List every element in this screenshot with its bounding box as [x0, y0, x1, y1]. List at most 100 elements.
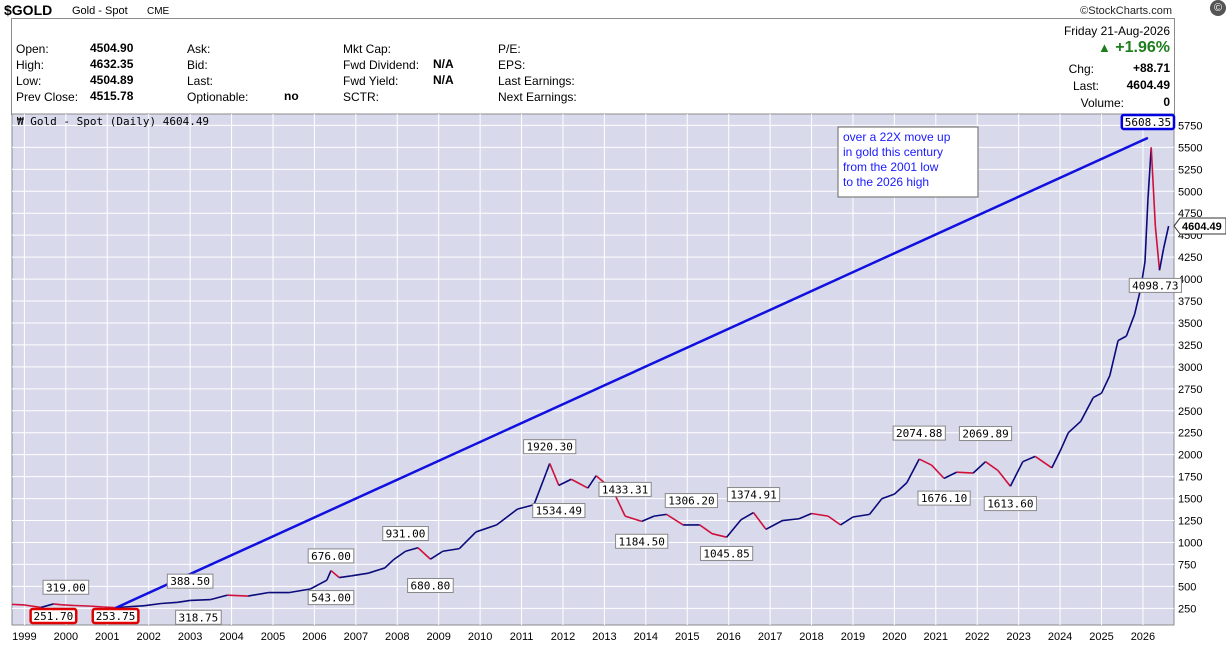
price-segment	[475, 524, 497, 533]
sctr-label: SCTR:	[343, 90, 379, 104]
data-label: 1374.91	[730, 489, 776, 502]
data-label: 319.00	[46, 581, 86, 594]
price-segment	[417, 547, 431, 560]
chart-instrument-name: Gold - Spot	[72, 5, 128, 17]
x-tick-label: 2013	[592, 631, 616, 643]
price-segment	[852, 513, 870, 518]
x-tick-label: 2000	[54, 631, 78, 643]
percent-change-value: +1.96%	[1115, 39, 1170, 56]
note-line: to the 2026 high	[843, 175, 929, 189]
price-segment	[868, 498, 883, 515]
price-segment	[442, 547, 460, 553]
data-label: 2074.88	[896, 427, 942, 440]
data-label: 253.75	[96, 610, 136, 623]
optionable-value: no	[284, 89, 299, 103]
price-segment	[144, 602, 162, 607]
data-label-box	[532, 503, 586, 519]
price-segment	[339, 575, 352, 579]
y-tick-label: 750	[1178, 559, 1196, 571]
price-segment	[558, 478, 572, 487]
low-label: Low:	[16, 74, 42, 88]
note-box	[837, 126, 979, 198]
price-segment	[931, 464, 945, 479]
up-arrow-icon: ▲	[1097, 40, 1111, 55]
data-label-box	[699, 545, 754, 561]
price-segment	[103, 606, 116, 609]
copyright-icon: ©	[1210, 0, 1226, 16]
last-price-tag-label: 4604.49	[1182, 221, 1222, 233]
price-segment	[811, 512, 829, 517]
price-segment	[533, 471, 548, 505]
price-segment	[392, 550, 407, 561]
data-label-box	[307, 548, 355, 564]
y-tick-label: 4750	[1178, 208, 1202, 220]
data-label: 1920.30	[527, 441, 573, 454]
ask-label: Ask:	[187, 42, 211, 56]
y-tick-label: 2750	[1178, 384, 1202, 396]
plot-area	[11, 113, 1175, 626]
mktcap-label: Mkt Cap:	[343, 42, 392, 56]
price-segment	[711, 532, 727, 538]
price-segment	[53, 603, 62, 606]
data-label: 251.70	[34, 610, 74, 623]
data-label: 1045.85	[703, 547, 749, 560]
price-segment	[1051, 450, 1061, 469]
last-label: Last:	[187, 74, 214, 88]
price-segment	[1158, 248, 1165, 271]
last-price-label: Last:	[1072, 79, 1099, 93]
price-segment	[384, 559, 394, 569]
x-tick-label: 1999	[12, 631, 36, 643]
y-tick-label: 3500	[1178, 318, 1202, 330]
optionable-label: Optionable:	[187, 90, 249, 104]
data-label-box	[664, 493, 718, 509]
x-tick-label: 2005	[261, 631, 285, 643]
data-label-box	[598, 481, 652, 497]
next-earnings-label: Next Earnings:	[498, 90, 577, 104]
x-tick-label: 2015	[675, 631, 699, 643]
fwd-dividend-value: N/A	[433, 57, 454, 71]
price-segment	[247, 591, 269, 597]
last-earnings-label: Last Earnings:	[498, 74, 575, 88]
data-label: 1534.49	[536, 505, 582, 518]
price-segment	[1092, 392, 1102, 399]
price-segment	[368, 567, 386, 574]
price-segment	[1009, 461, 1024, 487]
x-tick-label: 2020	[882, 631, 906, 643]
data-label-box	[407, 577, 454, 593]
data-label: 4098.73	[1132, 279, 1178, 292]
price-segment	[177, 599, 191, 604]
legend-text: Gold - Spot (Daily) 4604.49	[30, 115, 210, 128]
data-label: 1613.60	[987, 498, 1033, 511]
brand-watermark[interactable]: ©StockCharts.com	[1080, 5, 1172, 17]
price-segment	[972, 461, 987, 474]
price-segment	[1147, 147, 1153, 201]
price-segment	[985, 461, 999, 472]
price-segment	[752, 512, 767, 530]
price-segment	[24, 604, 42, 609]
price-segment	[1022, 455, 1036, 463]
data-label: 1306.20	[668, 495, 714, 508]
price-segment	[1080, 397, 1094, 422]
data-label: 543.00	[311, 592, 351, 605]
legend-icon: ₩	[17, 115, 24, 128]
price-segment	[11, 603, 25, 606]
x-tick-label: 2018	[799, 631, 823, 643]
data-label: 676.00	[311, 550, 351, 563]
x-tick-label: 2010	[468, 631, 492, 643]
high-label: High:	[16, 58, 45, 72]
price-segment	[161, 601, 178, 605]
data-label-box	[958, 426, 1013, 442]
data-label-box	[91, 607, 140, 625]
pe-label: P/E:	[498, 42, 521, 56]
price-segment	[1125, 313, 1136, 337]
y-tick-label: 2250	[1178, 428, 1202, 440]
x-tick-label: 2019	[841, 631, 865, 643]
price-segment	[782, 517, 800, 522]
y-tick-label: 5750	[1178, 120, 1202, 132]
price-segment	[641, 515, 655, 523]
x-tick-label: 2021	[924, 631, 948, 643]
price-segment	[227, 594, 249, 597]
price-segment	[1144, 200, 1149, 262]
chg-label: Chg:	[1068, 62, 1094, 76]
